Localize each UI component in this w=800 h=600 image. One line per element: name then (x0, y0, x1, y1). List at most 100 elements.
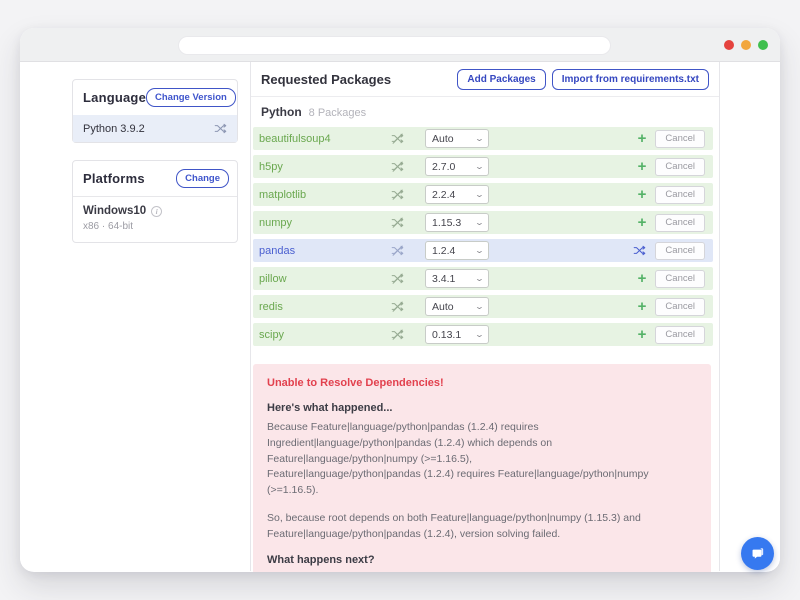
package-row: scipy 0.13.1 ⌄ + Cancel (253, 323, 713, 346)
version-select[interactable]: 2.7.0 ⌄ (425, 157, 489, 176)
cancel-button[interactable]: Cancel (655, 269, 705, 288)
browser-chrome (20, 28, 780, 62)
package-list: beautifulsoup4 Auto ⌄ + Cancel h5py 2.7.0 ⌄ + Can… (251, 125, 719, 346)
add-icon[interactable]: + (637, 186, 647, 203)
add-icon[interactable]: + (637, 270, 647, 287)
package-name[interactable]: redis (259, 300, 283, 313)
group-package-count: 8 Packages (308, 107, 367, 119)
chat-launcher-button[interactable] (741, 537, 774, 570)
version-select[interactable]: 2.2.4 ⌄ (425, 185, 489, 204)
version-value: 0.13.1 (432, 328, 462, 341)
version-select[interactable]: 3.4.1 ⌄ (425, 269, 489, 288)
version-value: Auto (432, 300, 454, 313)
shuffle-disabled-icon (391, 272, 425, 285)
page-title: Requested Packages (261, 71, 392, 87)
shuffle-icon[interactable] (214, 122, 227, 135)
cancel-button[interactable]: Cancel (655, 157, 705, 176)
version-select[interactable]: 1.2.4 ⌄ (425, 241, 489, 260)
traffic-lights (724, 40, 768, 50)
version-value: 3.4.1 (432, 272, 456, 285)
version-select[interactable]: Auto ⌄ (425, 297, 489, 316)
selected-language-label: Python 3.9.2 (83, 122, 145, 135)
add-packages-button[interactable]: Add Packages (457, 68, 546, 90)
minimize-window-icon[interactable] (741, 40, 751, 50)
chevron-down-icon: ⌄ (474, 189, 485, 199)
version-value: 1.2.4 (432, 244, 456, 257)
package-name[interactable]: numpy (259, 216, 293, 229)
shuffle-disabled-icon (391, 328, 425, 341)
shuffle-disabled-icon (391, 188, 425, 201)
error-title: Unable to Resolve Dependencies! (267, 377, 444, 389)
language-card-title: Language (83, 90, 146, 105)
chevron-down-icon: ⌄ (474, 329, 485, 339)
cancel-button[interactable]: Cancel (655, 185, 705, 204)
package-name[interactable]: pandas (259, 244, 296, 257)
maximize-window-icon[interactable] (758, 40, 768, 50)
sidebar: Language Change Version Python 3.9.2 Pla… (20, 62, 250, 571)
change-platform-button[interactable]: Change (176, 169, 229, 188)
package-name[interactable]: beautifulsoup4 (259, 132, 331, 145)
info-icon[interactable]: i (151, 205, 163, 217)
package-row: pillow 3.4.1 ⌄ + Cancel (253, 267, 713, 290)
add-icon[interactable]: + (637, 158, 647, 175)
package-name[interactable]: h5py (259, 160, 283, 173)
platforms-card: Platforms Change Windows10 i x86 · 64-bi… (72, 160, 238, 243)
version-value: 2.7.0 (432, 160, 456, 173)
address-bar[interactable] (178, 36, 611, 55)
add-icon[interactable]: + (637, 326, 647, 343)
version-select[interactable]: 0.13.1 ⌄ (425, 325, 489, 344)
package-row: matplotlib 2.2.4 ⌄ + Cancel (253, 183, 713, 206)
chevron-down-icon: ⌄ (474, 273, 485, 283)
shuffle-disabled-icon (391, 300, 425, 313)
chevron-down-icon: ⌄ (474, 217, 485, 227)
add-icon[interactable]: + (637, 298, 647, 315)
package-name[interactable]: scipy (259, 328, 285, 341)
error-section-heading: Here's what happened... (267, 402, 393, 414)
version-value: 1.15.3 (432, 216, 462, 229)
group-language-label: Python (261, 105, 302, 119)
packages-panel: Requested Packages Add Packages Import f… (250, 62, 720, 572)
chevron-down-icon: ⌄ (474, 161, 485, 171)
import-requirements-button[interactable]: Import from requirements.txt (551, 68, 709, 90)
error-section-heading: What happens next? (267, 554, 375, 567)
package-row: beautifulsoup4 Auto ⌄ + Cancel (253, 127, 713, 150)
shuffle-disabled-icon (391, 132, 425, 145)
add-icon[interactable]: + (637, 130, 647, 147)
version-value: Auto (432, 132, 454, 145)
shuffle-icon[interactable] (633, 244, 646, 257)
error-paragraph: So, because root depends on both Feature… (267, 511, 641, 540)
package-name[interactable]: matplotlib (259, 188, 307, 201)
change-version-button[interactable]: Change Version (146, 88, 236, 107)
package-name[interactable]: pillow (259, 272, 287, 285)
add-icon[interactable]: + (637, 214, 647, 231)
browser-window: Language Change Version Python 3.9.2 Pla… (20, 28, 780, 572)
version-select[interactable]: Auto ⌄ (425, 129, 489, 148)
chevron-down-icon: ⌄ (474, 245, 485, 255)
shuffle-disabled-icon (391, 160, 425, 173)
package-row: numpy 1.15.3 ⌄ + Cancel (253, 211, 713, 234)
close-window-icon[interactable] (724, 40, 734, 50)
cancel-button[interactable]: Cancel (655, 297, 705, 316)
shuffle-disabled-icon (391, 244, 425, 257)
version-select[interactable]: 1.15.3 ⌄ (425, 213, 489, 232)
cancel-button[interactable]: Cancel (655, 241, 705, 260)
dependency-error-panel: Unable to Resolve Dependencies! Here's w… (253, 364, 711, 572)
shuffle-disabled-icon (391, 216, 425, 229)
selected-language-row[interactable]: Python 3.9.2 (73, 115, 237, 142)
platform-architecture: x86 · 64-bit (83, 221, 134, 232)
package-row: h5py 2.7.0 ⌄ + Cancel (253, 155, 713, 178)
platforms-card-title: Platforms (83, 171, 145, 186)
chevron-down-icon: ⌄ (474, 301, 485, 311)
cancel-button[interactable]: Cancel (655, 213, 705, 232)
cancel-button[interactable]: Cancel (655, 325, 705, 344)
cancel-button[interactable]: Cancel (655, 129, 705, 148)
package-row: redis Auto ⌄ + Cancel (253, 295, 713, 318)
version-value: 2.2.4 (432, 188, 456, 201)
page-content: Language Change Version Python 3.9.2 Pla… (20, 62, 780, 572)
language-card: Language Change Version Python 3.9.2 (72, 79, 238, 143)
platform-name: Windows10 (83, 205, 147, 217)
chat-bubble-icon (749, 545, 766, 562)
package-row: pandas 1.2.4 ⌄ Cancel (253, 239, 713, 262)
error-paragraph: Because Feature|language/python|pandas (… (267, 421, 649, 496)
chevron-down-icon: ⌄ (474, 133, 485, 143)
